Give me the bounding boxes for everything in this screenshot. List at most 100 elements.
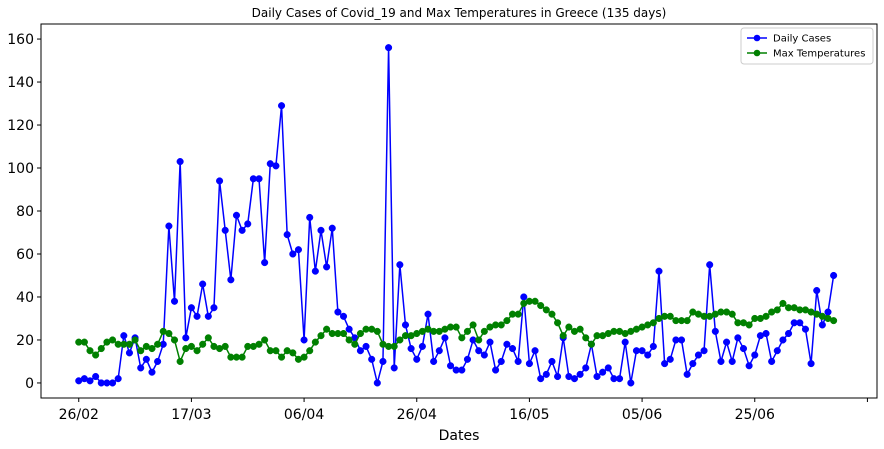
data-point xyxy=(306,213,314,221)
data-point xyxy=(165,329,173,338)
y-tick-label: 80 xyxy=(16,204,34,220)
data-point xyxy=(277,353,286,361)
data-point xyxy=(683,370,691,378)
data-point xyxy=(170,297,179,305)
data-point xyxy=(441,334,449,342)
data-point xyxy=(593,372,601,381)
data-point xyxy=(407,345,415,353)
y-tick-label: 100 xyxy=(7,161,34,177)
x-tick-label: 05/06 xyxy=(622,407,662,423)
data-point xyxy=(435,347,443,355)
data-point xyxy=(711,327,719,335)
data-point xyxy=(362,342,370,350)
data-point xyxy=(559,332,567,340)
x-tick-label: 06/04 xyxy=(284,407,324,423)
data-point xyxy=(238,353,246,361)
data-point xyxy=(154,357,162,366)
data-point xyxy=(768,357,776,366)
legend-box xyxy=(740,27,874,65)
data-point xyxy=(373,379,381,387)
data-point xyxy=(317,332,325,340)
data-point xyxy=(306,347,314,355)
legend-label: Max Temperatures xyxy=(773,49,865,60)
data-point xyxy=(785,329,793,338)
plot-area xyxy=(75,44,838,387)
series-daily-cases xyxy=(75,44,838,387)
data-point xyxy=(661,360,669,368)
data-point xyxy=(554,372,562,381)
data-point xyxy=(475,347,483,355)
data-point xyxy=(649,342,657,350)
data-point xyxy=(210,304,218,312)
x-tick-label: 25/06 xyxy=(735,407,775,423)
data-point xyxy=(148,368,156,376)
data-point xyxy=(627,379,635,387)
data-point xyxy=(165,222,173,230)
data-point xyxy=(599,368,607,376)
legend-swatch-marker xyxy=(753,34,761,42)
data-point xyxy=(396,261,404,269)
data-point xyxy=(289,250,297,258)
data-point xyxy=(801,325,810,333)
data-point xyxy=(108,379,117,387)
data-point xyxy=(351,340,359,348)
data-point xyxy=(762,312,770,320)
data-point xyxy=(294,246,302,254)
data-point xyxy=(666,355,674,363)
chart-title: Daily Cases of Covid_19 and Max Temperat… xyxy=(252,6,667,20)
data-point xyxy=(238,226,246,234)
data-point xyxy=(300,353,308,361)
data-point xyxy=(311,338,319,346)
data-point xyxy=(542,306,550,314)
data-point xyxy=(137,347,145,355)
data-point xyxy=(638,347,646,355)
data-point xyxy=(221,342,229,350)
data-point xyxy=(199,280,207,288)
data-point xyxy=(114,375,122,383)
data-point xyxy=(401,321,410,329)
data-point xyxy=(644,351,652,359)
y-tick-label: 160 xyxy=(7,32,34,48)
data-point xyxy=(548,357,556,366)
x-tick-label: 26/02 xyxy=(59,407,99,423)
data-point xyxy=(108,336,117,344)
data-point xyxy=(796,319,804,327)
data-point xyxy=(503,340,511,348)
data-point xyxy=(734,334,742,342)
legend-label: Daily Cases xyxy=(773,34,831,45)
data-point xyxy=(120,332,128,340)
data-point xyxy=(531,297,539,305)
data-point xyxy=(131,336,139,344)
data-point xyxy=(311,267,319,275)
data-point xyxy=(492,366,500,374)
data-point xyxy=(390,342,398,350)
data-point xyxy=(723,338,731,346)
data-point xyxy=(261,259,269,267)
data-point xyxy=(480,351,488,359)
data-point xyxy=(323,263,331,271)
data-point xyxy=(317,226,325,234)
data-point xyxy=(418,342,426,350)
data-point xyxy=(542,370,550,378)
data-point xyxy=(199,340,207,348)
data-point xyxy=(503,317,511,325)
legend-swatch-marker xyxy=(753,49,761,57)
x-axis-label: Dates xyxy=(439,428,480,444)
data-point xyxy=(582,364,590,372)
y-tick-label: 140 xyxy=(7,75,34,91)
data-point xyxy=(452,323,460,331)
data-point xyxy=(244,220,252,228)
data-point xyxy=(379,357,387,366)
data-point xyxy=(289,349,297,357)
data-point xyxy=(187,342,195,350)
data-point xyxy=(508,345,517,353)
data-point xyxy=(277,102,286,110)
data-point xyxy=(283,231,291,239)
data-point xyxy=(497,321,505,329)
data-point xyxy=(328,224,336,232)
legend: Daily Cases Max Temperatures xyxy=(740,27,874,65)
data-point xyxy=(514,357,522,366)
data-point xyxy=(154,340,162,348)
data-point xyxy=(497,357,505,366)
